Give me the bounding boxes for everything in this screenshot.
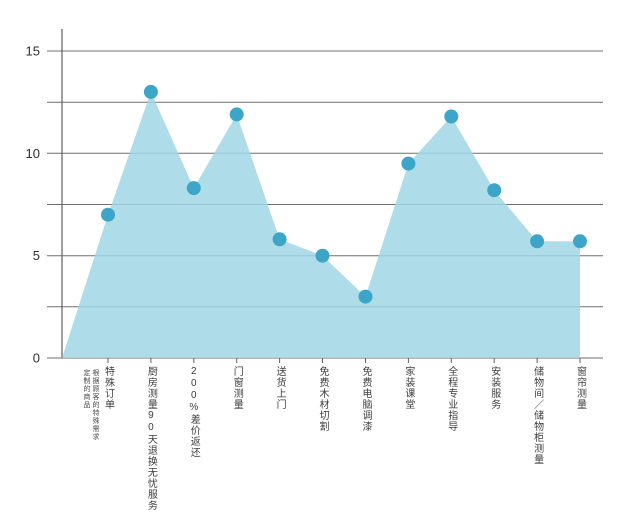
x-axis-label: 免费电脑调漆 [360,366,371,432]
x-axis-label: 门窗测量 [231,366,243,410]
data-point-marker [487,183,502,198]
data-point-marker [358,289,373,304]
x-axis-label: 200%差价返还 [188,366,200,458]
data-point-marker [143,84,158,99]
data-point-marker [315,248,330,263]
data-point-marker [186,181,201,196]
x-axis-label: 家装课堂 [402,366,414,410]
x-axis-label-annotation: 根据顾客的特殊需求定制的商品 [83,369,99,441]
x-axis-label: 厨房测量90天退换无忧服务 [145,366,157,511]
x-axis-label: 安装服务 [488,366,500,410]
x-axis-label: 储物间／储物柜测量 [531,366,543,465]
data-point-marker [444,109,459,124]
x-axis-label: 送货上门 [274,366,286,410]
area-series [62,91,580,359]
data-point-marker [272,232,287,247]
data-point-marker [401,156,416,171]
data-point-marker [573,234,587,249]
y-axis-tick-label: 15 [26,44,40,59]
x-axis-label: 特殊订单 [102,366,114,410]
x-axis-label: 免费木材切割 [317,366,328,432]
data-point-marker [101,207,115,222]
y-axis-tick-label: 10 [26,146,40,161]
y-axis-tick-label: 0 [33,351,40,366]
data-point-marker [530,234,545,249]
data-point-marker [229,107,244,122]
x-axis-label: 窗帘测量 [574,366,586,410]
x-axis-label: 全程专业指导 [445,366,457,432]
y-axis-tick-label: 5 [33,248,40,263]
